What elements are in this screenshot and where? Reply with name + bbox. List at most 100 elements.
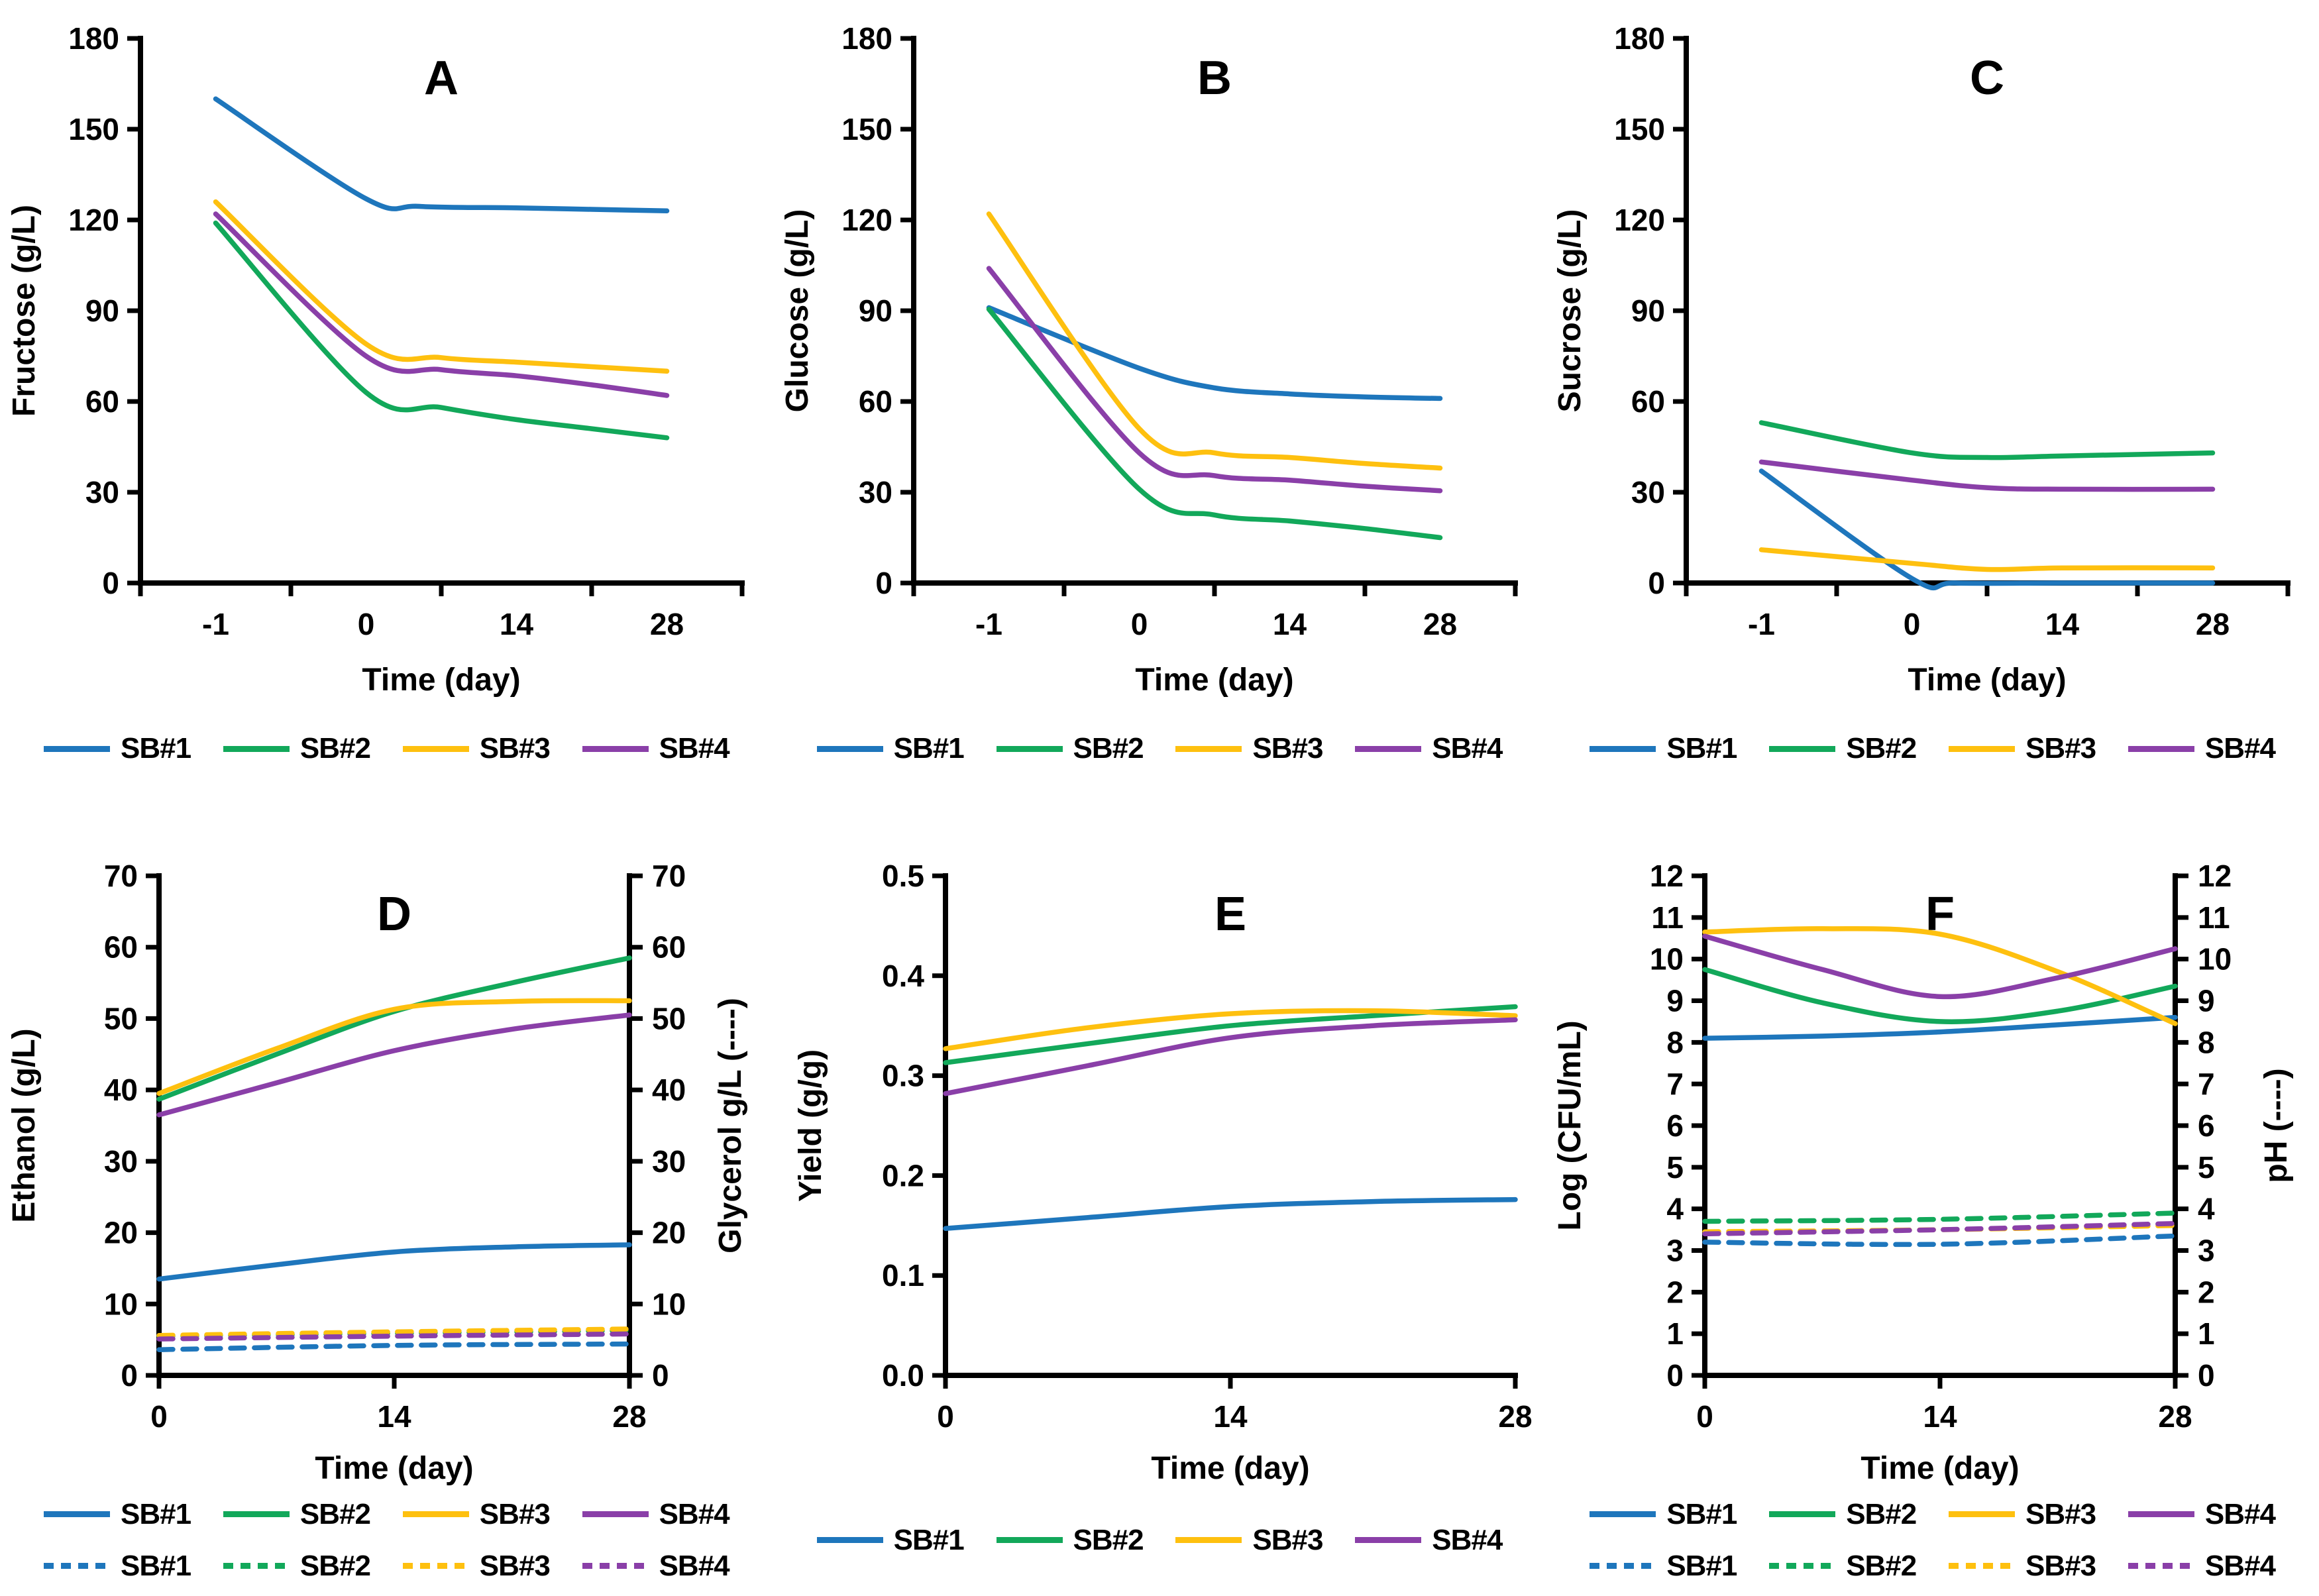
x-tick-label: 0	[150, 1399, 168, 1434]
y-tick-label: 3	[1667, 1234, 1684, 1268]
y-tick-label: 12	[1650, 859, 1684, 893]
dashed-line-swatch-icon	[223, 1563, 290, 1569]
legend-item: SB#1	[44, 1550, 191, 1583]
y-tick-label: 5	[1667, 1150, 1684, 1185]
y-tick-label: 0.5	[882, 859, 924, 893]
x-tick-label: 28	[1498, 1399, 1532, 1434]
y-tick-label: 30	[104, 1144, 138, 1179]
y-tick-label: 8	[1667, 1025, 1684, 1059]
y-tick-label: 0	[1648, 566, 1666, 600]
y-tick-label-right: 10	[2198, 942, 2232, 977]
y-tick-label: 70	[104, 859, 138, 893]
legend-row-solid: SB#1 SB#2 SB#3 SB#4	[1590, 732, 2276, 765]
legend-row-solid: SB#1 SB#2 SB#3 SB#4	[816, 1524, 1503, 1557]
dashed-line-swatch-icon	[1590, 1563, 1656, 1569]
y-tick-label-right: 0	[2198, 1358, 2215, 1393]
legend-item: SB#1	[1590, 1498, 1737, 1531]
x-axis-label: Time (day)	[315, 1451, 473, 1486]
panel-ethanol-glycerol: 0 0 10 10 20 20 30 30 40 40 50 50 60 60 70 70 0 14 28 D Time…	[0, 798, 773, 1596]
line-swatch-icon	[582, 745, 649, 752]
series-SB3	[942, 1008, 1518, 1051]
dashed-line-swatch-icon	[1769, 1563, 1836, 1569]
y-tick-label-right: 12	[2198, 859, 2232, 893]
line-swatch-icon	[816, 745, 883, 752]
panel-glucose: 0 30 60 90 120 150 180 -1 0 14 28 B Time (day) Glucos…	[773, 0, 1546, 798]
legend-item: SB#4	[1355, 732, 1503, 765]
y-tick-label-right: 7	[2198, 1067, 2215, 1101]
y-tick-label-right: 20	[652, 1216, 686, 1250]
line-swatch-icon	[223, 1511, 290, 1517]
line-swatch-icon	[2128, 1511, 2194, 1517]
series-SB1	[986, 305, 1442, 401]
y-tick-label: 120	[1615, 203, 1666, 237]
x-tick-label: -1	[202, 607, 229, 641]
line-swatch-icon	[402, 1511, 469, 1517]
series-SB4	[1759, 459, 2216, 492]
legend-label: SB#4	[659, 1549, 730, 1582]
legend-ethanol-glycerol: SB#1 SB#2 SB#3 SB#4 SB#1 SB#2 SB#3 SB#4	[0, 1493, 773, 1596]
x-tick-label: 0	[1697, 1399, 1714, 1434]
legend-label: SB#2	[299, 1497, 371, 1530]
y-tick-label: 150	[841, 112, 892, 146]
y-tick-label: 0.1	[882, 1258, 924, 1293]
chart-yield: 0.0 0.1 0.2 0.3 0.4 0.5 0 14 28 E Time (day) Yield …	[793, 859, 1533, 1486]
legend-item: SB#2	[996, 1524, 1144, 1557]
y-tick-label: 20	[104, 1216, 138, 1250]
legend-label: SB#4	[659, 732, 730, 765]
series-SB1-dashed	[156, 1341, 632, 1352]
y-tick-label: 0.3	[882, 1059, 924, 1093]
y-tick-label: 180	[68, 21, 119, 56]
series-SB1-dashed	[1702, 1233, 2179, 1248]
line-swatch-icon	[1769, 745, 1836, 752]
axis-left-bottom	[1684, 36, 2291, 586]
panel-title: A	[424, 52, 458, 105]
legend-label: SB#1	[1666, 732, 1737, 765]
panel-title: C	[1970, 52, 2004, 105]
legend-label: SB#1	[121, 1497, 191, 1530]
series-SB3	[1702, 926, 2179, 1026]
x-axis-label: Time (day)	[1908, 663, 2067, 698]
series-SB1	[942, 1197, 1518, 1232]
line-swatch-icon	[1355, 1537, 1422, 1543]
y-axis-label: Ethanol (g/L)	[7, 1028, 42, 1222]
y-tick-label: 60	[85, 384, 119, 419]
y-tick-label-right: 40	[652, 1073, 686, 1107]
legend-row-solid: SB#1 SB#2 SB#3 SB#4	[44, 1497, 730, 1531]
legend-label: SB#3	[2025, 1497, 2096, 1530]
y-axis-label: Glucose (g/L)	[780, 209, 815, 413]
y-tick-label: 180	[1615, 21, 1666, 56]
legend-item: SB#2	[223, 1550, 371, 1583]
axis-left-bottom	[1702, 873, 2179, 1378]
y-tick-label-right: 60	[652, 930, 686, 965]
x-tick-label: -1	[1748, 607, 1775, 641]
y-tick-label: 0.4	[882, 959, 924, 993]
x-tick-label: 0	[1130, 607, 1148, 641]
series-SB4	[213, 211, 670, 398]
legend-label: SB#1	[1666, 1497, 1737, 1530]
legend-label: SB#3	[479, 732, 551, 765]
x-tick-label: 14	[500, 607, 534, 641]
legend-item: SB#1	[1590, 1550, 1737, 1583]
line-swatch-icon	[2128, 745, 2194, 752]
x-tick-label: 14	[377, 1399, 411, 1434]
y-axis-label: Yield (g/g)	[793, 1049, 828, 1202]
y-axis-label: Log (CFU/mL)	[1552, 1020, 1588, 1230]
legend-item: SB#3	[402, 1550, 551, 1583]
y-tick-label: 30	[1631, 475, 1665, 509]
series-SB3	[986, 211, 1442, 471]
series-SB1	[1702, 1014, 2179, 1041]
y-tick-label: 150	[68, 112, 119, 146]
legend-item: SB#1	[816, 732, 965, 765]
line-swatch-icon	[1769, 1511, 1836, 1517]
series-SB4	[156, 1012, 632, 1118]
legend-item: SB#2	[1769, 1550, 1917, 1583]
legend-item: SB#1	[44, 1498, 191, 1531]
legend-item: SB#1	[44, 732, 191, 765]
y-tick-label-right: 70	[652, 859, 686, 893]
x-tick-label: 28	[1423, 607, 1457, 641]
y-tick-label: 120	[841, 203, 892, 237]
legend-item: SB#4	[2128, 732, 2276, 765]
series-SB3	[213, 199, 670, 374]
legend-item: SB#1	[816, 1524, 965, 1557]
legend-fructose: SB#1 SB#2 SB#3 SB#4	[0, 709, 773, 798]
